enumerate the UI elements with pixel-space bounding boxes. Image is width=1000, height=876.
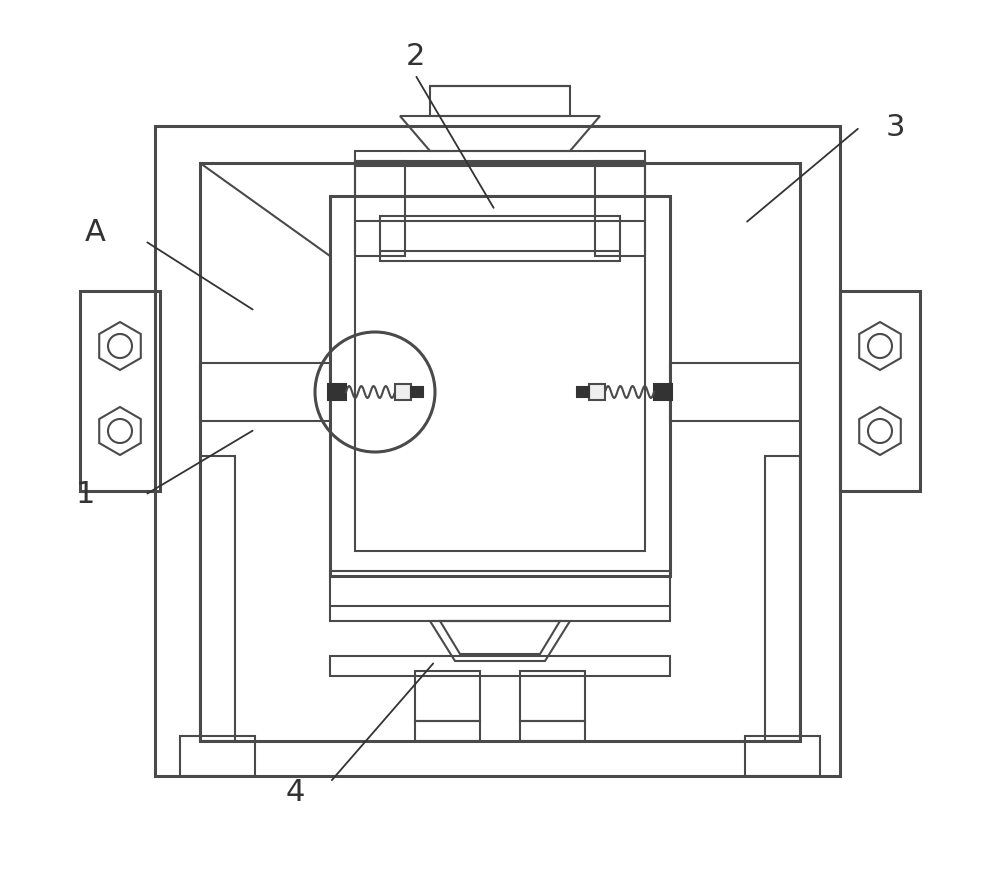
Bar — [328, 384, 346, 400]
Bar — [330, 656, 670, 676]
Text: 2: 2 — [405, 42, 425, 72]
Bar — [355, 161, 645, 196]
Bar — [430, 86, 570, 116]
Bar — [330, 571, 670, 621]
Bar — [670, 363, 800, 421]
Bar — [595, 161, 645, 256]
Bar — [577, 387, 589, 397]
Bar — [200, 363, 330, 421]
Bar — [415, 671, 480, 721]
Text: A: A — [85, 217, 105, 247]
Bar — [80, 291, 160, 491]
Bar — [200, 163, 800, 741]
Bar — [520, 671, 585, 721]
Bar — [654, 384, 672, 400]
Bar — [411, 387, 423, 397]
Bar — [589, 384, 605, 400]
Bar — [520, 721, 585, 741]
Bar — [355, 151, 645, 166]
Text: 1: 1 — [75, 480, 95, 510]
Bar — [765, 456, 800, 741]
Bar — [155, 126, 840, 776]
Bar — [380, 216, 620, 261]
Text: 3: 3 — [885, 112, 905, 142]
Bar — [355, 221, 645, 551]
Bar — [415, 721, 480, 741]
Bar — [395, 384, 411, 400]
Bar — [330, 196, 670, 576]
Bar — [355, 161, 405, 256]
Bar — [745, 736, 820, 776]
Bar — [840, 291, 920, 491]
Bar — [180, 736, 255, 776]
Bar — [200, 456, 235, 741]
Text: 4: 4 — [285, 778, 305, 808]
